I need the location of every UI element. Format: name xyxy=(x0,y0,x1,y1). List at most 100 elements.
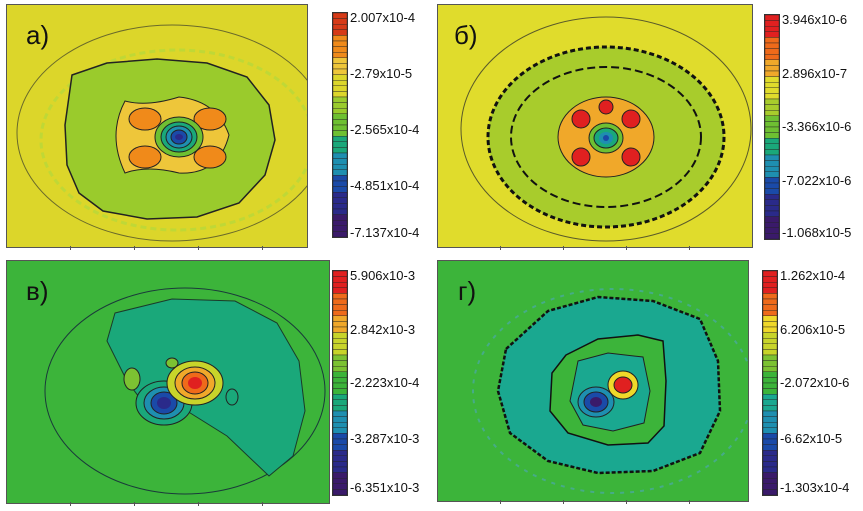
plot-c-pos-l4 xyxy=(188,377,202,389)
colorbar-band xyxy=(333,310,347,317)
plot-b-center-l4 xyxy=(603,135,609,141)
plot-c-neg-l4 xyxy=(157,397,171,409)
colorbar-b-label-3: -7.022x10-6 xyxy=(782,173,852,188)
colorbar-band xyxy=(765,177,779,184)
colorbar-c-label-1: 2.842x10-3 xyxy=(350,322,416,337)
contour-plot-d xyxy=(437,260,749,502)
colorbar-d-label-2: -2.072x10-6 xyxy=(780,375,850,390)
colorbar-band xyxy=(333,169,347,176)
colorbar-c-label-2: -2.223x10-4 xyxy=(350,375,420,390)
colorbar-band xyxy=(765,115,779,122)
colorbar-d-gradient xyxy=(763,271,777,495)
colorbar-band xyxy=(765,98,779,105)
colorbar-band xyxy=(763,271,777,277)
colorbar-band xyxy=(333,40,347,47)
colorbar-band xyxy=(763,310,777,317)
colorbar-band xyxy=(765,216,779,223)
colorbar-band xyxy=(333,388,347,395)
colorbar-band xyxy=(765,121,779,128)
colorbar-band xyxy=(333,219,347,226)
colorbar-band xyxy=(763,281,777,288)
panel-b-letter: б) xyxy=(454,20,478,50)
colorbar-band xyxy=(333,79,347,86)
colorbar-band xyxy=(333,214,347,221)
colorbar-band xyxy=(763,477,777,484)
colorbar-band xyxy=(333,29,347,36)
axis-tick xyxy=(134,246,135,250)
colorbar-band xyxy=(765,149,779,156)
colorbar-band xyxy=(765,154,779,161)
plot-a-outer-ring xyxy=(16,24,307,242)
colorbar-band xyxy=(333,472,347,479)
colorbar-band xyxy=(333,293,347,300)
colorbar-band xyxy=(765,59,779,66)
axis-tick xyxy=(626,500,627,504)
plot-d-outer-ring xyxy=(472,288,748,494)
colorbar-band xyxy=(333,276,347,283)
panel-d-letter: г) xyxy=(458,276,477,306)
axis-tick xyxy=(563,246,564,250)
axis-tick xyxy=(198,502,199,506)
colorbar-band xyxy=(333,281,347,288)
plot-a-orange-lobe-1 xyxy=(128,107,162,131)
axis-tick xyxy=(70,246,71,250)
colorbar-b-label-2: -3.366x10-6 xyxy=(782,119,852,134)
contour-svg-a xyxy=(7,5,307,247)
plot-b-red-spot-1 xyxy=(571,109,591,129)
axis-tick xyxy=(500,246,501,250)
colorbar-a-gradient xyxy=(333,13,347,237)
axis-tick xyxy=(626,246,627,250)
plot-b-red-spot-3 xyxy=(571,147,591,167)
colorbar-band xyxy=(333,197,347,204)
colorbar-band xyxy=(333,427,347,434)
colorbar-a-label-2: -2.565x10-4 xyxy=(350,122,420,137)
plot-a-orange-lobe-2 xyxy=(193,107,227,131)
colorbar-band xyxy=(333,332,347,339)
colorbar-band xyxy=(763,483,777,490)
colorbar-b-gradient xyxy=(765,15,779,239)
colorbar-band xyxy=(333,365,347,372)
axis-tick xyxy=(262,502,263,506)
plot-c-outer-ring xyxy=(44,287,326,495)
colorbar-band xyxy=(333,382,347,389)
colorbar-band xyxy=(333,119,347,126)
colorbar-band xyxy=(333,416,347,423)
colorbar-band xyxy=(333,449,347,456)
colorbar-band xyxy=(763,455,777,462)
colorbar-band xyxy=(765,81,779,88)
colorbar-band xyxy=(765,199,779,206)
colorbar-band xyxy=(333,444,347,451)
colorbar-band xyxy=(765,221,779,228)
colorbar-band xyxy=(333,85,347,92)
colorbar-band xyxy=(333,304,347,311)
colorbar-b xyxy=(764,14,780,240)
colorbar-a-label-3: -4.851x10-4 xyxy=(350,178,420,193)
colorbar-band xyxy=(765,137,779,144)
colorbar-band xyxy=(765,65,779,72)
colorbar-band xyxy=(763,489,777,495)
colorbar-b-label-4: -1.068x10-5 xyxy=(782,225,852,240)
colorbar-band xyxy=(763,360,777,367)
colorbar-band xyxy=(763,304,777,311)
plot-b-red-spot-5 xyxy=(598,99,614,115)
colorbar-band xyxy=(333,180,347,187)
colorbar-b-label-0: 3.946x10-6 xyxy=(782,12,848,27)
colorbar-band xyxy=(333,175,347,182)
colorbar-band xyxy=(765,193,779,200)
colorbar-band xyxy=(765,54,779,61)
colorbar-band xyxy=(763,315,777,322)
plot-c-left-blob xyxy=(123,367,141,391)
plot-b-red-spot-4 xyxy=(621,147,641,167)
colorbar-band xyxy=(765,160,779,167)
colorbar-band xyxy=(333,23,347,30)
colorbar-band xyxy=(333,410,347,417)
colorbar-band xyxy=(765,70,779,77)
colorbar-a-label-0: 2.007x10-4 xyxy=(350,10,416,25)
colorbar-band xyxy=(333,208,347,215)
colorbar-band xyxy=(333,18,347,25)
plot-a-orange-lobe-4 xyxy=(193,145,227,169)
colorbar-band xyxy=(333,74,347,81)
colorbar-band xyxy=(333,147,347,154)
colorbar-band xyxy=(333,461,347,468)
axis-tick xyxy=(689,500,690,504)
